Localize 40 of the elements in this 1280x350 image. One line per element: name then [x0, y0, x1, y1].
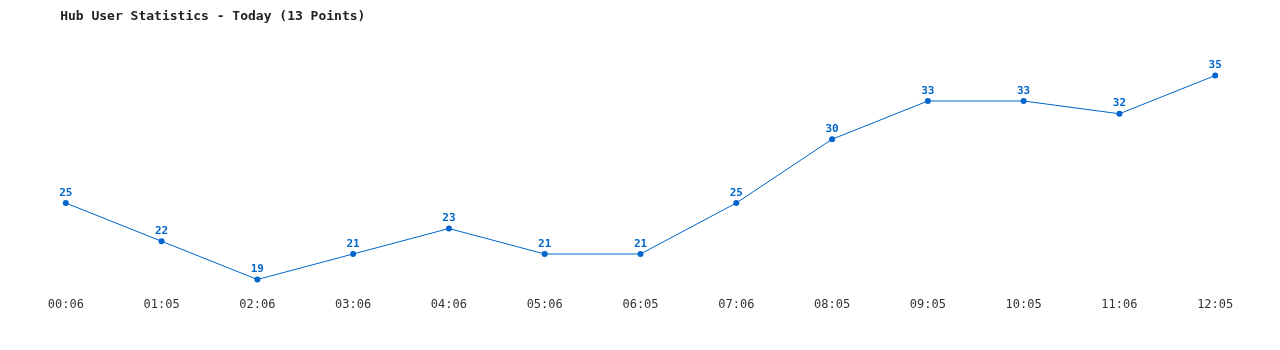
x-tick-label: 08:05	[814, 297, 851, 311]
x-tick-label: 05:06	[526, 297, 563, 311]
x-tick-label: 10:05	[1005, 297, 1042, 311]
point	[254, 276, 261, 283]
x-tick-label: 07:06	[718, 297, 755, 311]
data-label: 33	[921, 83, 935, 97]
data-label: 21	[633, 236, 648, 250]
x-tick-label: 09:05	[909, 297, 946, 311]
point	[1212, 72, 1219, 79]
x-tick-label: 01:05	[143, 297, 180, 311]
data-label: 32	[1112, 96, 1127, 110]
data-label: 30	[825, 121, 839, 135]
x-tick-label: 06:05	[622, 297, 659, 311]
data-label: 21	[346, 236, 361, 250]
data-label: 25	[729, 185, 743, 199]
data-label: 25	[59, 185, 73, 199]
chart-title: Hub User Statistics - Today (13 Points)	[60, 7, 366, 23]
data-label: 35	[1208, 58, 1222, 71]
point	[829, 136, 836, 143]
point	[445, 225, 452, 232]
data-label: 22	[154, 223, 169, 237]
data-label: 33	[1017, 83, 1031, 97]
point	[350, 251, 357, 257]
x-tick-label: 04:06	[430, 297, 467, 311]
x-tick-label: 00:06	[47, 297, 84, 311]
data-label: 23	[442, 211, 456, 224]
data-label: 19	[250, 262, 264, 275]
x-tick-label: 11:06	[1101, 297, 1138, 311]
point	[541, 251, 548, 257]
point	[1116, 110, 1123, 117]
data-label: 21	[538, 236, 552, 250]
point	[924, 98, 931, 104]
point	[733, 200, 740, 206]
point	[637, 251, 644, 257]
x-tick-label: 02:06	[239, 297, 276, 311]
point	[158, 238, 165, 245]
point	[62, 200, 69, 206]
x-tick-label: 12:05	[1197, 297, 1234, 311]
x-tick-label: 03:06	[335, 297, 372, 311]
point	[1020, 98, 1027, 104]
